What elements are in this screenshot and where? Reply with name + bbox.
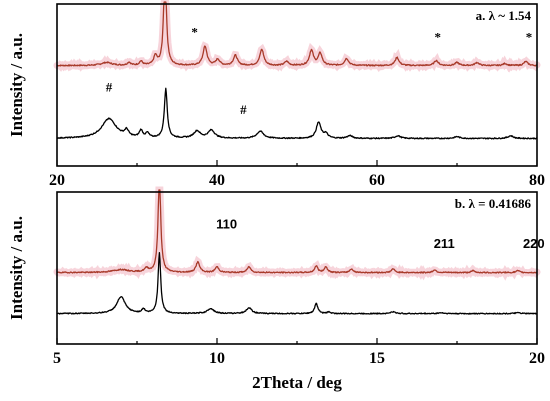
x-tick-label-80: 80 [529, 172, 545, 189]
trace-lower [56, 87, 538, 140]
panel-a: 20 40 60 80 # # * * * a. λ ~ 1.54 Intensity / a… [7, 0, 545, 189]
panel-a-ylabel: Intensity / a.u. [7, 33, 26, 137]
panel-a-annotations: # # * * * [106, 24, 533, 117]
x-tick-label-5: 5 [53, 350, 61, 367]
annotation-marker-4: * [526, 29, 533, 44]
panel-a-traces [56, 1, 538, 140]
panel-a-band-group [53, 0, 541, 73]
x-tick-label-20: 20 [529, 350, 545, 367]
x-tick-label-60: 60 [369, 172, 385, 189]
panel-a-frame [56, 3, 538, 167]
panel-b: 5 10 15 20 110 211 220 b. λ = 0.41686 Intensi… [7, 186, 545, 392]
panel-b-traces [56, 189, 538, 315]
panel-a-label: a. λ ~ 1.54 [476, 8, 532, 23]
panel-b-xlabel: 2Theta / deg [252, 373, 342, 392]
trace-band-upper [53, 0, 541, 73]
annotation-marker-3: * [435, 29, 442, 44]
annotation-marker-1: # [240, 102, 247, 117]
trace-upper [56, 189, 538, 274]
x-tick-label-20: 20 [49, 172, 65, 189]
x-tick-label-10: 10 [209, 350, 225, 367]
annotation-marker-2: * [191, 24, 198, 39]
trace-upper [56, 1, 538, 67]
annotation-hkl-211: 211 [434, 236, 455, 251]
annotation-marker-0: # [106, 79, 113, 94]
x-tick-label-15: 15 [369, 350, 385, 367]
panel-b-label: b. λ = 0.41686 [455, 196, 532, 211]
annotation-hkl-220: 220 [523, 236, 545, 251]
panel-b-ticks: 5 10 15 20 [53, 338, 545, 367]
trace-lower [56, 252, 538, 315]
annotation-hkl-110: 110 [216, 216, 237, 231]
panel-b-annotations: 110 211 220 [216, 216, 545, 251]
panel-b-ylabel: Intensity / a.u. [7, 216, 26, 320]
panel-a-ticks: 20 40 60 80 [49, 160, 545, 189]
x-tick-label-40: 40 [209, 172, 225, 189]
